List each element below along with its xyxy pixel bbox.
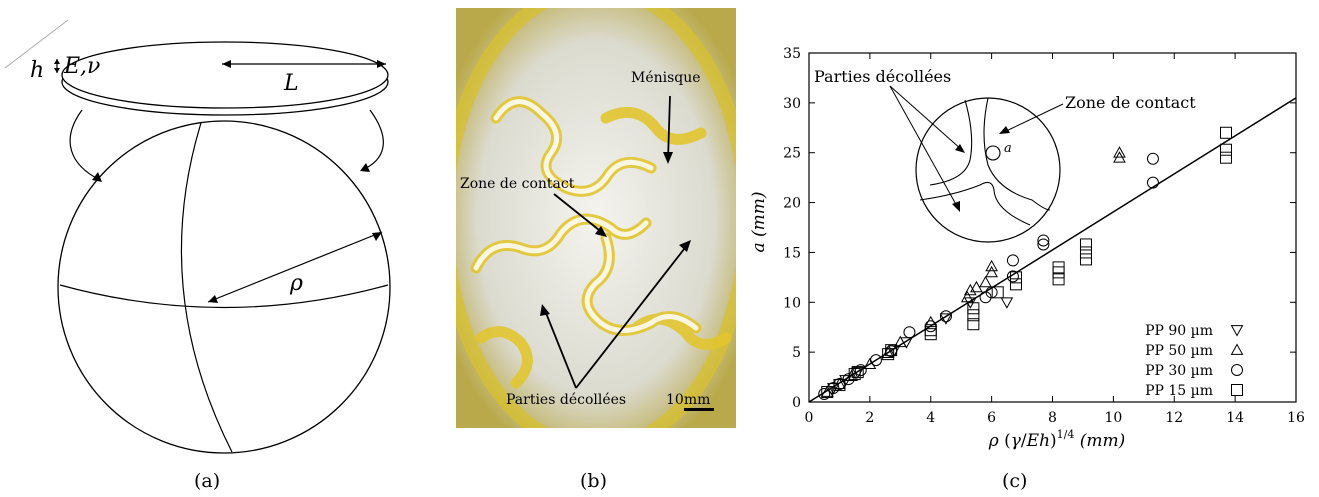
data-point-triangle-up [960, 290, 974, 303]
legend-label: PP 30 µm [1145, 363, 1213, 379]
data-point-square [1079, 246, 1092, 259]
label-rho: ρ [289, 271, 303, 296]
plate-top [61, 41, 389, 109]
data-point-square [848, 368, 861, 381]
legend-marker-triangle-up [1230, 343, 1244, 355]
y-tick-label: 10 [783, 295, 801, 311]
label-scale: 10mm [666, 392, 710, 408]
legend-marker-triangle-down [1230, 325, 1244, 337]
sphere [57, 120, 391, 454]
y-axis-label: a (mm) [749, 191, 769, 252]
label-menisque: Ménisque [631, 70, 701, 86]
x-tick-label: 10 [1104, 410, 1122, 426]
y-tick-label: 20 [783, 196, 801, 212]
data-point-triangle-up [863, 357, 877, 370]
label-h: h [30, 58, 44, 83]
panel-c-chart: 0 2 4 6 8 10 12 14 16 0 5 10 15 20 25 30 35 a Parties dé… [749, 46, 1305, 451]
data-point-circle [1146, 176, 1159, 189]
panel-a-figure: h E,ν L ρ [4, 19, 391, 454]
legend-marker-circle [1231, 364, 1243, 376]
data-point-square [833, 379, 846, 392]
legend-marker-square [1231, 384, 1243, 396]
data-point-square [1009, 278, 1022, 291]
inset-schematic: a Parties décollées Zone de contact [814, 67, 1196, 243]
caption-c: (c) [1002, 470, 1028, 492]
data-point-square [1052, 261, 1065, 274]
x-tick-label: 4 [926, 410, 935, 426]
legend-label: PP 50 µm [1145, 343, 1213, 359]
label-L: L [283, 71, 299, 96]
data-point-triangle-up [820, 385, 834, 397]
data-point-square [1079, 253, 1092, 266]
data-point-circle [903, 326, 916, 339]
data-point-square [1079, 238, 1092, 251]
data-point-circle [869, 354, 882, 367]
data-point-square [1009, 271, 1022, 284]
x-tick-label: 14 [1226, 410, 1244, 426]
data-point-triangle-down [939, 313, 953, 325]
y-tick-label: 0 [792, 395, 801, 411]
data-point-square [967, 302, 980, 315]
x-tick-label: 0 [805, 410, 814, 426]
data-point-square [1219, 151, 1232, 164]
inset-label-a: a [1004, 141, 1012, 156]
data-point-circle [1006, 254, 1019, 267]
data-point-triangle-up [893, 335, 907, 348]
y-tick-label: 15 [783, 245, 801, 261]
inset-label-parties: Parties décollées [814, 67, 951, 86]
chart-legend: PP 90 µm PP 50 µm PP 30 µm PP 15 µm [1145, 323, 1244, 399]
data-point-circle [1037, 238, 1050, 251]
x-axis-label: ρ (γ/Eh)1/4 (mm) [988, 428, 1126, 451]
fit-line [808, 97, 1297, 403]
data-point-square [991, 286, 1004, 299]
caption-a: (a) [194, 470, 221, 492]
data-point-triangle-down [1000, 297, 1014, 309]
y-tick-label: 25 [783, 146, 801, 162]
data-point-circle [1037, 234, 1050, 247]
data-point-circle [1006, 270, 1019, 283]
data-point-circle [818, 388, 831, 401]
data-point-square [967, 318, 980, 331]
data-point-square [967, 309, 980, 322]
data-point-circle [939, 310, 952, 323]
x-tick-label: 2 [865, 410, 874, 426]
data-point-triangle-up [970, 280, 983, 293]
data-point-triangle-up [979, 275, 992, 288]
data-point-square [821, 386, 834, 399]
inset-label-zone: Zone de contact [1065, 93, 1196, 112]
data-point-square [924, 324, 937, 337]
data-point-square [882, 348, 895, 361]
data-point-circle [854, 364, 867, 377]
x-tick-label: 12 [1165, 410, 1183, 426]
legend-label: PP 90 µm [1145, 323, 1213, 339]
data-point-circle [827, 382, 840, 395]
caption-b: (b) [580, 470, 607, 492]
data-point-square [851, 366, 864, 379]
panel-b-photo: Ménisque Zone de contact Parties décollé… [456, 8, 736, 428]
label-zone-de-contact: Zone de contact [460, 176, 575, 192]
data-point-square [1052, 266, 1065, 279]
x-tick-label: 8 [1048, 410, 1057, 426]
data-point-circle [985, 286, 998, 299]
data-point-triangle-up [963, 283, 977, 296]
data-point-triangle-up [985, 259, 998, 272]
x-tick-label: 6 [987, 410, 996, 426]
label-parties-decollees: Parties décollées [506, 392, 626, 408]
data-point-square [885, 344, 898, 357]
plot-frame [808, 52, 1297, 403]
legend-label: PP 15 µm [1145, 383, 1213, 399]
data-point-square [1052, 273, 1065, 286]
data-point-square [1219, 126, 1232, 139]
label-E-nu: E,ν [63, 54, 100, 79]
y-tick-label: 35 [783, 46, 801, 62]
x-tick-label: 16 [1287, 410, 1305, 426]
y-tick-label: 5 [792, 345, 801, 361]
data-point-triangle-up [985, 265, 998, 278]
y-tick-label: 30 [783, 96, 801, 112]
data-point-square [1219, 143, 1232, 156]
data-point-triangle-up [1113, 146, 1126, 158]
data-point-circle [1146, 152, 1159, 165]
